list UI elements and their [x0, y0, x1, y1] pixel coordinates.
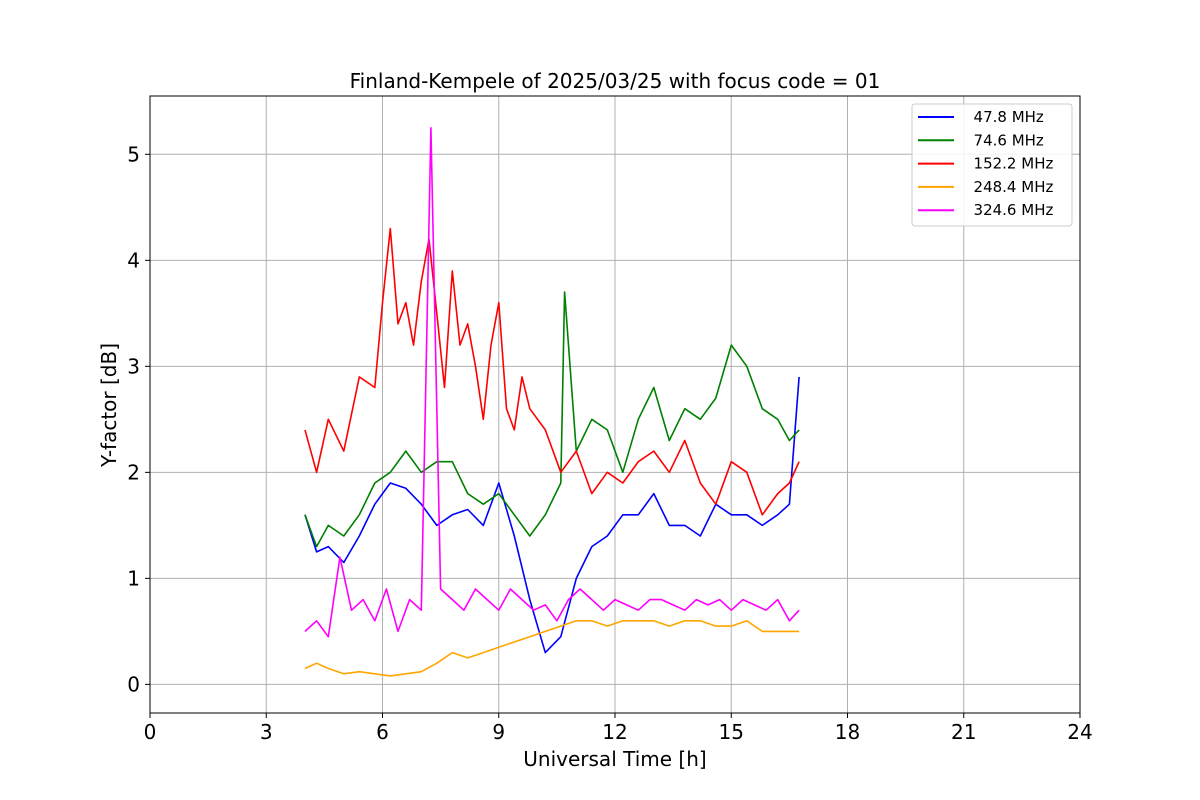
x-tick-label: 15 [719, 720, 744, 744]
series-line-2 [304, 227, 800, 516]
x-tick-label: 0 [144, 720, 157, 744]
x-tick-label: 24 [1067, 720, 1092, 744]
y-tick-label: 5 [127, 142, 140, 166]
y-tick-label: 4 [127, 248, 140, 272]
y-axis-label: Y-factor [dB] [97, 343, 121, 468]
y-tick-label: 2 [127, 460, 140, 484]
legend-label: 248.4 MHz [964, 178, 1053, 196]
chart-title: Finland-Kempele of 2025/03/25 with focus… [350, 69, 881, 93]
y-tick-label: 1 [127, 566, 140, 590]
plot-lines [304, 127, 800, 677]
legend-label: 324.6 MHz [964, 201, 1053, 219]
x-tick-label: 6 [376, 720, 389, 744]
series-line-3 [304, 619, 800, 677]
x-tick-label: 3 [260, 720, 273, 744]
x-tick-label: 21 [951, 720, 976, 744]
series-line-4 [304, 127, 800, 638]
legend-box [911, 103, 1073, 227]
legend-label: 74.6 MHz [964, 131, 1044, 149]
x-tick-label: 12 [602, 720, 627, 744]
y-tick-label: 3 [127, 354, 140, 378]
y-tick-label: 0 [127, 672, 140, 696]
series-line-0 [304, 376, 800, 654]
y-axis-ticks: 0 1 2 3 4 5 [127, 142, 150, 696]
x-axis-ticks: 0 3 6 9 12 15 18 21 24 [144, 713, 1093, 744]
legend-label: 152.2 MHz [964, 155, 1053, 173]
x-tick-label: 18 [835, 720, 860, 744]
legend: 47.8 MHz 74.6 MHz 152.2 MHz 248.4 MHz 32… [911, 103, 1073, 227]
x-axis-label: Universal Time [h] [523, 747, 706, 771]
series-line-1 [304, 291, 800, 548]
legend-label: 47.8 MHz [964, 108, 1044, 126]
x-tick-label: 9 [492, 720, 505, 744]
